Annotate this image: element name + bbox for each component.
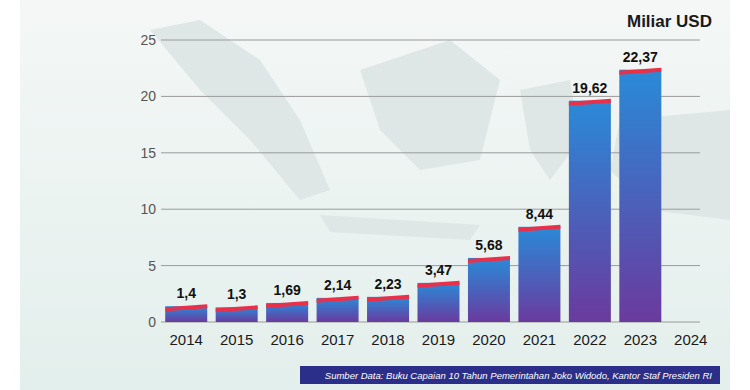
y-tick-label: 0 bbox=[148, 314, 156, 330]
background bbox=[0, 0, 750, 390]
x-tick-label: 2024 bbox=[674, 331, 707, 348]
unit-title: Miliar USD bbox=[627, 12, 712, 31]
x-tick-label: 2021 bbox=[523, 331, 556, 348]
bar-cap bbox=[216, 305, 258, 312]
x-tick-label: 2014 bbox=[170, 331, 203, 348]
chart-root: 0 5 10 15 20 25 Miliar USD 1,4 1,3 1,69 2,14 2,23 3,… bbox=[0, 0, 750, 390]
x-tick-label: 2018 bbox=[371, 331, 404, 348]
grid bbox=[161, 40, 700, 322]
bar-cap bbox=[518, 225, 560, 232]
data-label: 8,44 bbox=[526, 206, 553, 222]
grid-line bbox=[161, 40, 700, 41]
data-label: 1,69 bbox=[274, 282, 301, 298]
x-tick-label: 2019 bbox=[422, 331, 455, 348]
bar-cap bbox=[569, 99, 611, 106]
x-tick-label: 2015 bbox=[220, 331, 253, 348]
bar-cap bbox=[418, 281, 460, 288]
data-label: 1,3 bbox=[227, 286, 247, 302]
data-label: 5,68 bbox=[475, 237, 502, 253]
bar-cap bbox=[619, 68, 661, 75]
data-label: 22,37 bbox=[623, 49, 658, 65]
bar-cap bbox=[367, 295, 409, 302]
grid-line bbox=[161, 96, 700, 97]
y-tick-label: 15 bbox=[140, 145, 156, 161]
chart: 0 5 10 15 20 25 Miliar USD 1,4 1,3 1,69 2,14 2,23 3,… bbox=[0, 0, 750, 390]
data-label: 19,62 bbox=[572, 80, 607, 96]
bar bbox=[569, 101, 611, 322]
data-label: 2,23 bbox=[374, 276, 401, 292]
bar bbox=[418, 283, 460, 322]
bar-cap bbox=[266, 301, 308, 308]
bar bbox=[468, 258, 510, 322]
bar-cap bbox=[317, 296, 359, 303]
y-tick-label: 20 bbox=[140, 88, 156, 104]
source-text: Sumber Data: Buku Capaian 10 Tahun Pemer… bbox=[325, 370, 713, 381]
grid-line bbox=[161, 152, 700, 153]
bar-cap bbox=[468, 256, 510, 263]
data-label: 2,14 bbox=[324, 277, 351, 293]
bar bbox=[619, 70, 661, 322]
bars bbox=[165, 68, 661, 322]
x-tick-label: 2017 bbox=[321, 331, 354, 348]
y-tick-label: 25 bbox=[140, 32, 156, 48]
x-tick-label: 2023 bbox=[624, 331, 657, 348]
source-banner bbox=[300, 366, 720, 384]
data-label: 3,47 bbox=[425, 262, 452, 278]
x-tick-label: 2016 bbox=[270, 331, 303, 348]
y-tick-label: 10 bbox=[140, 201, 156, 217]
data-label: 1,4 bbox=[176, 285, 196, 301]
x-tick-label: 2022 bbox=[573, 331, 606, 348]
y-tick-label: 5 bbox=[148, 258, 156, 274]
x-tick-label: 2020 bbox=[472, 331, 505, 348]
bar-cap bbox=[165, 304, 207, 311]
panel bbox=[20, 0, 730, 390]
bar bbox=[518, 227, 560, 322]
grid-line bbox=[161, 209, 700, 210]
